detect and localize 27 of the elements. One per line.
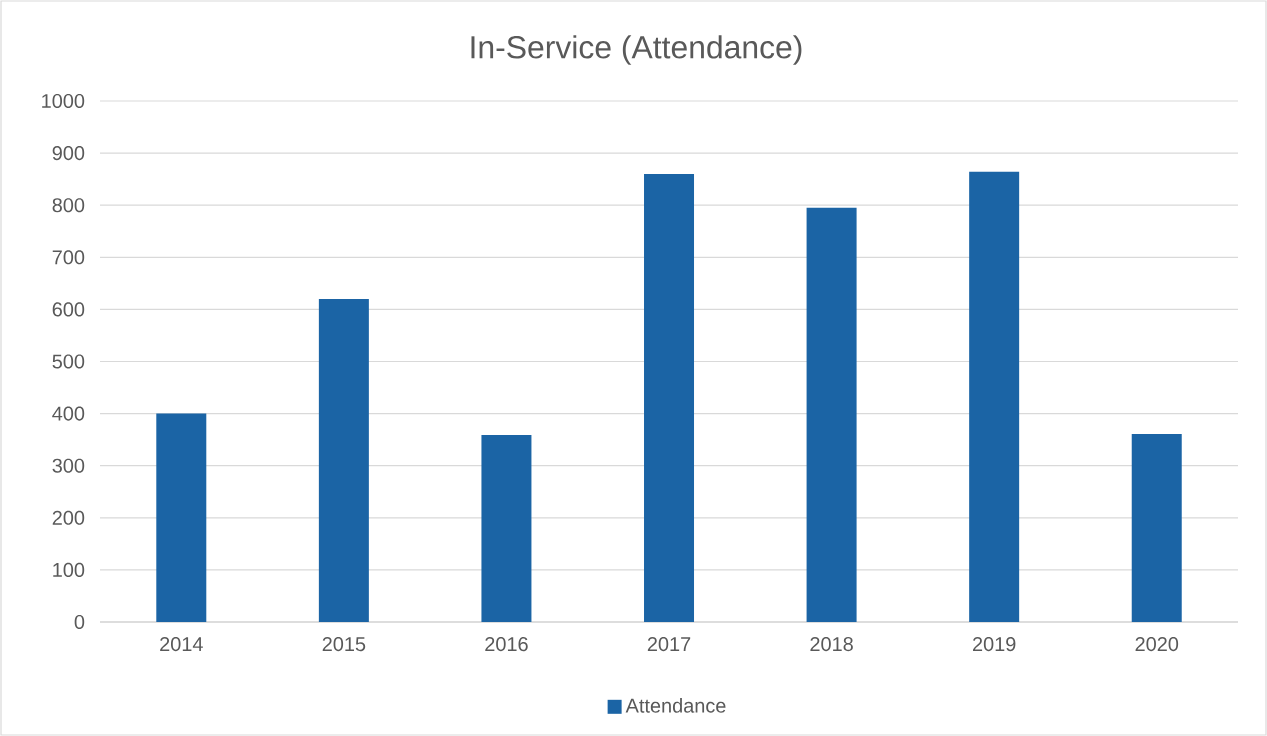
- x-tick-label: 2019: [973, 637, 1016, 652]
- x-tick-label: 2018: [810, 637, 853, 652]
- y-tick-label: 700: [52, 250, 85, 265]
- y-tick-label: 0: [74, 614, 85, 630]
- y-tick-label: 600: [52, 302, 85, 317]
- y-tick-label: 400: [52, 406, 85, 421]
- bar: [806, 207, 857, 622]
- bar: [969, 171, 1020, 622]
- x-tick-label: 2015: [322, 637, 366, 652]
- bar: [156, 413, 207, 622]
- x-tick-label: 2017: [647, 637, 691, 652]
- y-tick-label: 500: [52, 354, 85, 369]
- x-tick-label: 2020: [1135, 637, 1179, 652]
- bar: [1131, 433, 1182, 622]
- legend-label: Attendance: [625, 698, 726, 713]
- y-tick-label: 300: [52, 458, 85, 473]
- bar: [644, 173, 695, 622]
- y-tick-label: 200: [52, 510, 85, 525]
- chart-title: In-Service (Attendance): [471, 35, 802, 65]
- y-tick-label: 100: [53, 562, 85, 577]
- y-tick-label: 900: [52, 146, 85, 161]
- bar: [318, 298, 369, 622]
- y-tick-label: 1000: [42, 93, 85, 109]
- y-tick-label: 800: [52, 198, 85, 213]
- x-tick-label: 2016: [485, 637, 528, 652]
- x-tick-label: 2014: [160, 637, 203, 652]
- bar: [481, 434, 532, 622]
